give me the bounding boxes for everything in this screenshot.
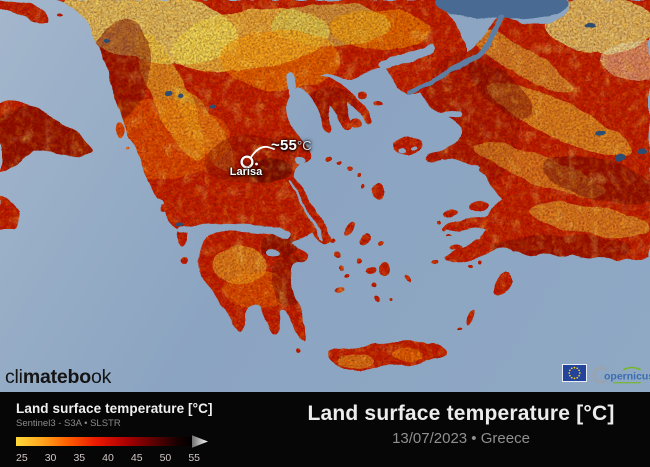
sea-of-marmara: [435, 0, 569, 19]
legend-tick-40: 40: [102, 452, 114, 464]
temp-value: ~55: [271, 137, 298, 154]
temp-annotation: ~55°C: [271, 137, 312, 155]
legend-panel: Land surface temperature [°C] Sentinel3 …: [16, 401, 246, 464]
legend-tick-45: 45: [130, 452, 143, 464]
callout-curve: [250, 145, 275, 158]
climatebook-logo-pre: cli: [5, 366, 23, 388]
colorbar-arrow-icon: [192, 435, 208, 448]
temp-unit: °C: [297, 138, 312, 153]
bottom-bar: Land surface temperature [°C] Sentinel3 …: [0, 392, 650, 467]
lakes: [105, 23, 647, 226]
legend-tick-50: 50: [159, 452, 172, 464]
map-canvas: [0, 0, 650, 392]
footer-subtitle: 13/07/2023 • Greece: [392, 430, 530, 447]
legend-tick-35: 35: [73, 452, 86, 464]
copernicus-c-crescent-icon: [592, 366, 607, 384]
footer-title: Land surface temperature [°C]: [307, 402, 615, 425]
map-area: Larisa ~55°C climatebook ope: [0, 0, 650, 392]
legend-tick-25: 25: [16, 452, 28, 464]
climatebook-logo-post: ok: [90, 366, 112, 388]
climatebook-logo: climatebook: [5, 366, 111, 389]
legend-tick-30: 30: [44, 452, 57, 464]
climatebook-logo-bold: matebo: [22, 366, 91, 388]
legend-title: Land surface temperature [°C]: [16, 401, 213, 416]
larisa-annotation-marks: [239, 145, 275, 170]
eu-flag-icon: [562, 364, 587, 382]
larisa-marker-ring: [240, 155, 254, 169]
copernicus-green-swoosh-icon: [623, 366, 641, 371]
legend-ticks: 25 30 35 40 45 50 55: [16, 452, 200, 464]
legend-colorbar-gradient: [16, 437, 192, 446]
larisa-marker-dot: [255, 162, 258, 166]
legend-tick-55: 55: [188, 452, 200, 464]
gulfs-and-straits: [176, 45, 481, 243]
larisa-label: Larisa: [229, 166, 263, 178]
legend-subtitle: Sentinel3 - S3A • SLSTR: [16, 418, 121, 429]
copernicus-tagline-mark: [613, 382, 641, 384]
footer-text-block: Land surface temperature [°C] 13/07/2023…: [280, 402, 642, 447]
copernicus-logo: opernicus: [591, 361, 650, 389]
legend-colorbar: [16, 434, 216, 449]
copernicus-wordmark: opernicus: [604, 371, 650, 383]
